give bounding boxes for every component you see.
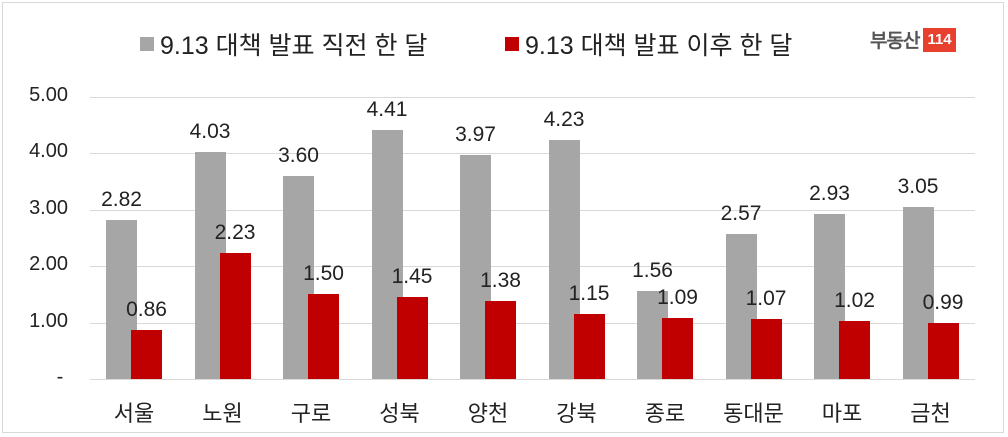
legend-label-after: 9.13 대책 발표 이후 한 달 [525,32,793,60]
gridline [90,209,975,211]
brand-logo: 부동산 114 [870,26,956,53]
bar-after [131,330,162,379]
data-label: 2.82 [101,187,142,211]
gridline [90,266,975,268]
bar-after [750,318,782,379]
bar-after [308,294,339,379]
data-label: 4.03 [189,119,231,143]
legend-item-after: 9.13 대책 발표 이후 한 달 [505,26,792,62]
gridline [90,97,975,98]
y-tick-label: 3.00 [29,196,68,219]
bar-after [396,297,428,379]
gridline [90,379,975,380]
y-tick-label: 2.00 [29,253,68,276]
bar-after [485,301,516,379]
bar-after [573,314,605,379]
data-label: 3.97 [455,123,496,147]
data-label: 2.23 [214,221,256,245]
data-label: 1.15 [568,282,610,306]
x-tick-label: 종로 [644,401,686,426]
y-tick-label: 4.00 [29,140,68,163]
x-tick-label: 금천 [910,401,951,426]
data-label: 1.50 [303,262,344,286]
x-tick-label: 강북 [556,401,597,426]
y-tick-label: 1.00 [29,309,68,332]
gridline [90,322,975,324]
x-tick-label: 서울 [113,401,155,426]
data-label: 1.02 [834,289,875,313]
x-tick-label: 구로 [290,401,332,426]
legend: 9.13 대책 발표 직전 한 달 9.13 대책 발표 이후 한 달 [0,26,1008,60]
logo-box: 114 [923,27,956,52]
bar-after [839,321,870,379]
bar-after [219,253,251,379]
data-label: 3.60 [278,143,319,167]
data-label: 1.56 [632,259,673,283]
data-label: 2.93 [809,181,850,205]
legend-label-before: 9.13 대책 발표 직전 한 달 [160,32,428,60]
legend-swatch-red [505,37,519,51]
y-tick-label: 5.00 [29,84,68,106]
logo-text: 부동산 [870,31,920,52]
data-label: 1.09 [657,285,698,309]
data-label: 0.99 [922,291,964,315]
x-tick-label: 마포 [821,401,863,426]
x-tick-label: 양천 [467,401,509,426]
data-label: 1.07 [745,286,787,310]
bar-after [662,317,693,379]
x-tick-label: 성북 [379,401,420,426]
data-label: 1.38 [480,269,521,293]
x-tick-label: 동대문 [723,401,784,426]
data-label: 1.45 [391,265,433,289]
y-tick-label: - [56,366,64,388]
data-label: 3.05 [897,174,939,198]
legend-swatch-gray [140,37,154,51]
gridline [90,153,975,155]
bar-after [927,323,959,379]
data-label: 4.23 [543,108,585,132]
data-label: 0.86 [126,298,167,322]
data-label: 2.57 [720,202,762,226]
data-label: 4.41 [366,98,408,122]
legend-item-before: 9.13 대책 발표 직전 한 달 [140,26,427,62]
x-tick-label: 노원 [202,401,243,426]
